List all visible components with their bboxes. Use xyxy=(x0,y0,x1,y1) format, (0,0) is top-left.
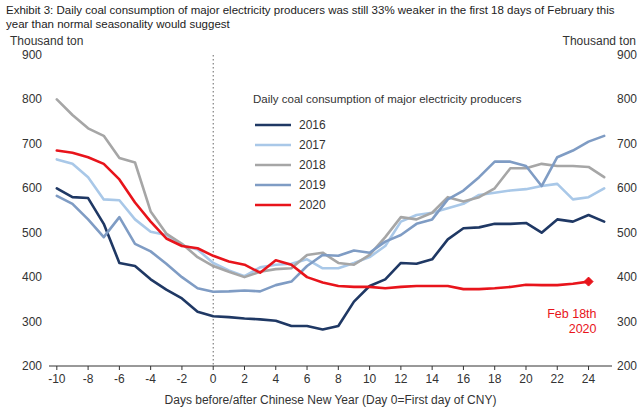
x-tick xyxy=(463,366,464,370)
chart: -10-8-6-4-202468101214161820222420030040… xyxy=(0,0,640,414)
legend-label: 2018 xyxy=(299,158,326,172)
series-group xyxy=(57,99,604,329)
legend-label: 2020 xyxy=(299,198,326,212)
series-line xyxy=(57,99,604,277)
y-tick-label: 600 xyxy=(22,181,42,195)
x-tick-label: -10 xyxy=(48,372,66,386)
x-tick xyxy=(119,366,120,370)
y-tick-label: 800 xyxy=(22,92,42,106)
legend-title: Daily coal consumption of major electric… xyxy=(253,93,522,105)
y-tick-label: 700 xyxy=(22,137,42,151)
legend-label: 2017 xyxy=(299,138,326,152)
x-tick xyxy=(400,366,401,370)
y2-tick-label: 200 xyxy=(617,359,637,373)
x-tick xyxy=(56,366,57,370)
x-tick-label: 14 xyxy=(425,372,439,386)
legend-swatch xyxy=(255,124,291,127)
x-tick-label: 24 xyxy=(582,372,596,386)
x-tick-label: 18 xyxy=(488,372,502,386)
x-axis-label: Days before/after Chinese New Year (Day … xyxy=(165,393,497,407)
x-tick-label: 12 xyxy=(394,372,408,386)
x-tick-label: 22 xyxy=(551,372,565,386)
x-tick xyxy=(307,366,308,370)
x-tick xyxy=(181,366,182,370)
x-tick-label: -4 xyxy=(145,372,156,386)
y2-tick-label: 300 xyxy=(617,315,637,329)
x-tick xyxy=(338,366,339,370)
y2-tick-label: 800 xyxy=(617,92,637,106)
x-tick-label: -6 xyxy=(114,372,125,386)
legend-swatch xyxy=(255,144,291,147)
series-line xyxy=(57,151,589,290)
x-tick xyxy=(557,366,558,370)
y2-tick-label: 700 xyxy=(617,137,637,151)
x-tick-label: 10 xyxy=(363,372,377,386)
legend-label: 2019 xyxy=(299,178,326,192)
x-tick xyxy=(494,366,495,370)
x-tick-label: 6 xyxy=(304,372,311,386)
x-tick xyxy=(88,366,89,370)
x-tick-label: 0 xyxy=(210,372,217,386)
x-tick xyxy=(369,366,370,370)
y2-tick-label: 600 xyxy=(617,181,637,195)
y2-axis-label: Thousand ton xyxy=(563,34,636,48)
y-tick-label: 500 xyxy=(22,226,42,240)
reference-line xyxy=(213,55,214,366)
y-tick-label: 400 xyxy=(22,270,42,284)
x-axis-line xyxy=(49,366,612,367)
y2-tick-label: 400 xyxy=(617,270,637,284)
x-tick-label: 20 xyxy=(519,372,533,386)
x-tick-label: -2 xyxy=(177,372,188,386)
y2-tick-label: 900 xyxy=(617,48,637,62)
annotation-text: 2020 xyxy=(569,322,597,336)
legend-label: 2016 xyxy=(299,118,326,132)
x-tick-label: 4 xyxy=(272,372,279,386)
y-tick-label: 900 xyxy=(22,48,42,62)
legend-swatch xyxy=(255,204,291,207)
x-tick xyxy=(150,366,151,370)
annotation-marker xyxy=(584,277,593,286)
x-tick xyxy=(244,366,245,370)
y-tick-label: 200 xyxy=(22,359,42,373)
series-line xyxy=(57,136,604,292)
x-tick-label: -8 xyxy=(83,372,94,386)
y-axis-label: Thousand ton xyxy=(10,34,83,48)
x-tick-label: 8 xyxy=(335,372,342,386)
x-tick xyxy=(588,366,589,370)
title: Exhibit 3: Daily coal consumption of maj… xyxy=(6,3,634,31)
annotation-text: Feb 18th xyxy=(547,307,596,321)
y-tick-label: 300 xyxy=(22,315,42,329)
x-tick xyxy=(525,366,526,370)
legend-swatch xyxy=(255,184,291,187)
x-tick-label: 2 xyxy=(241,372,248,386)
x-tick-label: 16 xyxy=(457,372,471,386)
x-tick xyxy=(275,366,276,370)
x-tick xyxy=(213,366,214,370)
y2-tick-label: 500 xyxy=(617,226,637,240)
legend-swatch xyxy=(255,164,291,167)
x-tick xyxy=(432,366,433,370)
